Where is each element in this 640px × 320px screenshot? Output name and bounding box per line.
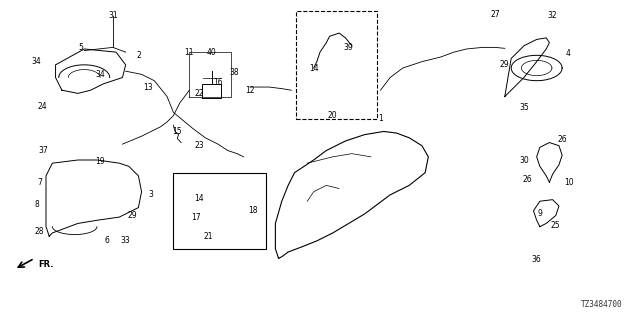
Text: 14: 14 <box>309 63 319 73</box>
Text: 29: 29 <box>127 211 137 220</box>
Text: 1: 1 <box>378 114 383 123</box>
Text: 15: 15 <box>172 127 181 136</box>
Text: 37: 37 <box>38 146 48 155</box>
Text: 6: 6 <box>104 236 109 245</box>
Text: 14: 14 <box>194 194 204 203</box>
Text: 16: 16 <box>213 78 223 87</box>
Text: 34: 34 <box>31 57 42 66</box>
Text: 5: 5 <box>79 43 83 52</box>
Text: 24: 24 <box>38 101 47 111</box>
Text: 32: 32 <box>548 11 557 20</box>
Text: 26: 26 <box>557 135 567 144</box>
Text: 19: 19 <box>95 157 105 166</box>
Text: 7: 7 <box>37 178 42 187</box>
Text: TZ3484700: TZ3484700 <box>581 300 623 309</box>
Text: 30: 30 <box>519 156 529 164</box>
Text: 22: 22 <box>194 89 204 98</box>
Text: 36: 36 <box>532 255 541 264</box>
Text: 34: 34 <box>95 70 105 79</box>
Text: 20: 20 <box>328 111 337 120</box>
Text: 35: 35 <box>519 103 529 112</box>
Text: 18: 18 <box>248 206 258 215</box>
Text: 27: 27 <box>490 10 500 19</box>
Text: 3: 3 <box>148 190 154 199</box>
Text: 33: 33 <box>121 236 131 245</box>
Text: 25: 25 <box>551 220 561 229</box>
Text: 23: 23 <box>194 141 204 150</box>
Text: FR.: FR. <box>38 260 54 269</box>
Text: 9: 9 <box>538 209 542 219</box>
Text: 28: 28 <box>35 227 44 236</box>
Text: 31: 31 <box>108 11 118 20</box>
Text: 26: 26 <box>522 174 532 184</box>
Text: 29: 29 <box>500 60 509 69</box>
Text: 39: 39 <box>344 43 353 52</box>
Text: 4: 4 <box>566 49 571 58</box>
Text: 8: 8 <box>34 200 39 209</box>
Text: 10: 10 <box>564 178 573 187</box>
Text: 13: 13 <box>143 83 153 92</box>
Text: 40: 40 <box>207 48 216 57</box>
Text: 12: 12 <box>245 86 255 95</box>
Text: 17: 17 <box>191 212 200 222</box>
Text: 2: 2 <box>136 51 141 60</box>
Text: 21: 21 <box>204 232 213 241</box>
Text: 38: 38 <box>229 68 239 77</box>
Text: 11: 11 <box>184 48 194 57</box>
